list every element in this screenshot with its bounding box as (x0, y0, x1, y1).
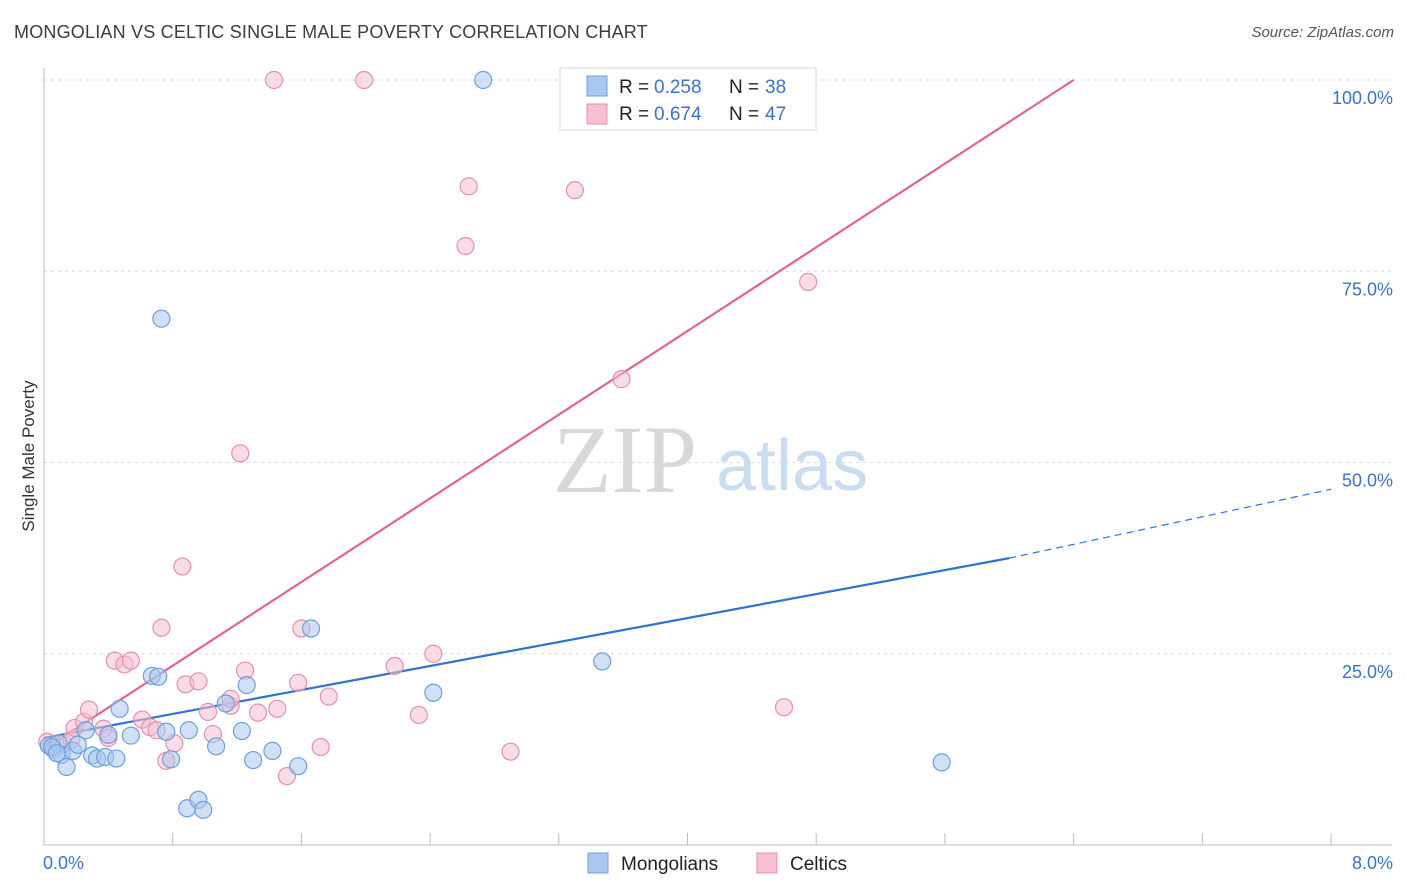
celtics-point (774, 698, 794, 717)
bottom-legend-swatch-mongolians (587, 852, 609, 874)
legend-n-label-1: N = (729, 77, 764, 98)
mongolians-point (121, 726, 140, 745)
bottom-legend-label-celtics: Celtics (790, 854, 847, 875)
celtics-point (409, 705, 428, 725)
mongolians-point (157, 722, 176, 741)
celtics-point (198, 702, 218, 721)
mongolians-point (179, 721, 198, 740)
celtics-point (424, 644, 443, 663)
y-tick-label: 75.0% (1342, 279, 1393, 299)
mongolians-point (107, 749, 126, 768)
celtics-point (121, 651, 140, 670)
mongolians-point (207, 737, 226, 756)
mongolians-point (110, 699, 129, 718)
mongolians-point (301, 619, 321, 638)
mongolians-trend-line (43, 557, 1010, 739)
celtics-point (311, 737, 330, 757)
legend-swatch-celtics (586, 103, 608, 125)
celtics-point (79, 700, 99, 719)
celtics-point (152, 618, 171, 637)
chart-source: Source: ZipAtlas.com (1251, 24, 1394, 41)
celtics-point (173, 557, 192, 576)
celtics-point (248, 703, 268, 722)
axes (43, 68, 1392, 846)
y-tick-label: 100.0% (1332, 88, 1393, 108)
stats-legend: R = 0.258 N = 38 R = 0.674 N = 47 (559, 67, 817, 131)
celtics-point (459, 177, 478, 196)
celtics-point (385, 656, 404, 676)
chart-title: MONGOLIAN VS CELTIC SINGLE MALE POVERTY … (14, 22, 648, 42)
bottom-legend-label-mongolians: Mongolians (621, 854, 718, 875)
legend-r-value-2: 0.674 (654, 104, 702, 125)
mongolians-point (932, 753, 951, 772)
data-points (38, 70, 951, 819)
celtics-point (456, 236, 475, 256)
mongolians-point (194, 800, 213, 819)
mongolians-point (232, 721, 251, 741)
mongolians-point (152, 309, 171, 328)
mongolians-point (68, 735, 87, 754)
mongolians-point (244, 750, 263, 770)
celtics-point (189, 672, 208, 691)
bottom-legend-swatch-celtics (756, 852, 778, 874)
mongolians-point (149, 667, 168, 686)
legend-swatch-mongolians (586, 75, 608, 97)
celtics-point (319, 687, 338, 706)
grid (44, 79, 1392, 655)
mongolians-point (161, 750, 181, 769)
x-tick-label-max: 8.0% (1352, 853, 1393, 873)
ticks: 25.0% 50.0% 75.0% 100.0% (43, 88, 1393, 845)
legend-n-label-2: N = (729, 104, 764, 125)
celtics-point (264, 70, 284, 90)
legend-r-label-1: R = (619, 77, 654, 98)
celtics-point (355, 70, 374, 90)
x-tick-label-min: 0.0% (43, 853, 84, 873)
watermark-atlas: atlas (716, 426, 868, 506)
mongolians-point (99, 725, 118, 744)
mongolians-point (216, 694, 235, 713)
mongolians-point (289, 757, 308, 776)
mongolians-point (57, 757, 76, 777)
mongolians-point (593, 652, 612, 671)
legend-r-label-2: R = (619, 104, 654, 125)
y-axis-title: Single Male Poverty (19, 380, 38, 532)
mongolians-point (47, 744, 66, 763)
mongolians-point (474, 70, 493, 90)
y-tick-label: 50.0% (1342, 471, 1393, 491)
celtics-point (231, 444, 250, 463)
watermark-zip: ZIP (553, 406, 697, 513)
celtics-trend-line (43, 79, 1075, 751)
celtics-point (501, 742, 520, 761)
mongolians-trend-extension (1009, 488, 1332, 559)
celtics-point (799, 272, 818, 292)
celtics-point (268, 699, 287, 718)
mongolians-point (424, 683, 443, 702)
mongolians-point (263, 741, 282, 761)
legend-r-value-1: 0.258 (654, 77, 702, 98)
series-legend: Mongolians Celtics (587, 852, 847, 875)
celtics-point (565, 181, 584, 200)
celtics-point (612, 370, 631, 389)
legend-n-value-2: 47 (765, 104, 786, 125)
mongolians-point (237, 676, 256, 695)
y-tick-label: 25.0% (1342, 662, 1393, 682)
mongolians-point (76, 721, 95, 740)
legend-n-value-1: 38 (765, 77, 786, 98)
celtics-point (289, 673, 308, 692)
